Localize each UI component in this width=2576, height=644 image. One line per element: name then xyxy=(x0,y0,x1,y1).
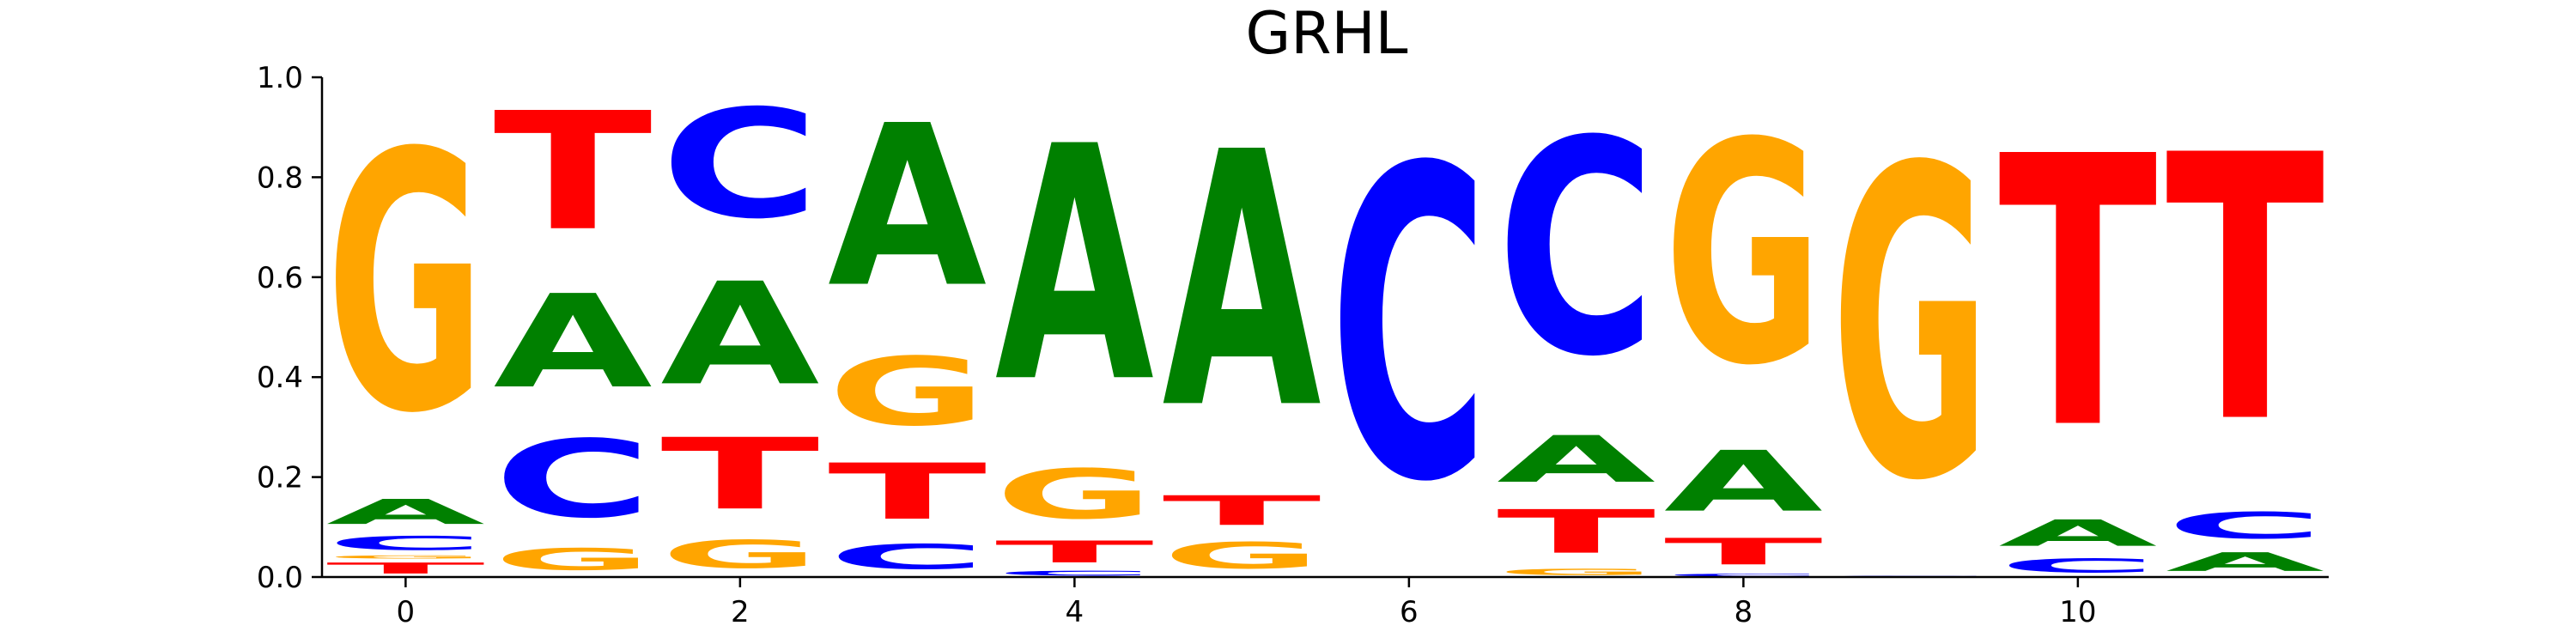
logo-letter-t: T xyxy=(1664,531,1823,573)
chart-title: GRHL xyxy=(1246,0,1408,68)
x-tick-label: 2 xyxy=(731,595,750,629)
logo-letter-t: T xyxy=(494,78,653,267)
logo-letter-t: T xyxy=(828,447,987,537)
logo-letter-c: C xyxy=(1998,555,2157,577)
logo-letter-a: A xyxy=(995,79,1156,454)
logo-letter-a: A xyxy=(660,253,819,417)
y-tick-label: 0.8 xyxy=(257,161,303,195)
logo-letter-a: A xyxy=(1497,422,1656,497)
logo-letter-c: C xyxy=(1664,573,1823,577)
logo-letter-a: A xyxy=(2166,547,2324,577)
logo-letter-t: T xyxy=(326,560,485,577)
logo-letter-t: T xyxy=(1497,497,1656,567)
logo-letter-a: A xyxy=(326,492,485,532)
logo-letter-g: G xyxy=(1832,77,1990,574)
logo-letter-a: A xyxy=(494,267,653,416)
y-tick-label: 0.2 xyxy=(257,461,303,495)
logo-letter-g: G xyxy=(1497,567,1656,577)
logo-letter-t: T xyxy=(2166,79,2325,504)
x-ticks: 0 2 4 6 8 10 xyxy=(397,577,2097,629)
axes xyxy=(320,77,2329,579)
logo-letter-g: G xyxy=(828,337,987,447)
logo-letter-c: C xyxy=(494,417,653,542)
logo-letter-c: C xyxy=(828,537,987,577)
x-tick-label: 6 xyxy=(1400,595,1419,629)
x-tick-label: 0 xyxy=(397,595,416,629)
logo-letter-a: A xyxy=(1163,78,1323,486)
logo-letter-g: G xyxy=(494,542,653,577)
y-tick-label: 0.4 xyxy=(257,361,303,395)
logo-letter-c: C xyxy=(1329,78,1488,575)
logo-letter-c: C xyxy=(660,78,819,252)
logo-letter-g: G xyxy=(1664,78,1823,433)
logo-letter-g: G xyxy=(326,79,485,491)
y-tick-label: 0.0 xyxy=(257,561,303,595)
logo-letter-t: T xyxy=(1998,79,2158,511)
logo-letter-a: A xyxy=(1664,434,1823,531)
x-tick-label: 8 xyxy=(1735,595,1753,629)
logo-letter-a: A xyxy=(1998,513,2157,555)
logo-letter-c: C xyxy=(326,532,485,555)
logo-letter-g: G xyxy=(995,454,1154,534)
x-tick-label: 10 xyxy=(2059,595,2096,629)
logo-letter-g: G xyxy=(660,532,819,577)
logo-letter-t: T xyxy=(995,535,1154,570)
logo-letter-c: C xyxy=(2166,505,2324,547)
y-tick-label: 0.6 xyxy=(257,261,303,295)
logo-letter-g: G xyxy=(326,555,485,560)
logo-letter-c: C xyxy=(995,569,1154,577)
y-ticks: 0.0 0.2 0.4 0.6 0.8 1.0 xyxy=(257,61,322,595)
logo-letter-t: T xyxy=(660,418,819,532)
logo-letter-a: A xyxy=(828,78,987,337)
logo-letter-t: T xyxy=(1163,487,1321,534)
logo-letter-c: C xyxy=(1497,78,1656,422)
x-tick-label: 4 xyxy=(1066,595,1084,629)
logo-letter-g: G xyxy=(1163,535,1321,577)
y-tick-label: 1.0 xyxy=(257,61,303,95)
logo-letters: TGCAGGCATGTACCTGACTGAGTACGTACCTAGCGCATAC… xyxy=(326,77,2326,577)
